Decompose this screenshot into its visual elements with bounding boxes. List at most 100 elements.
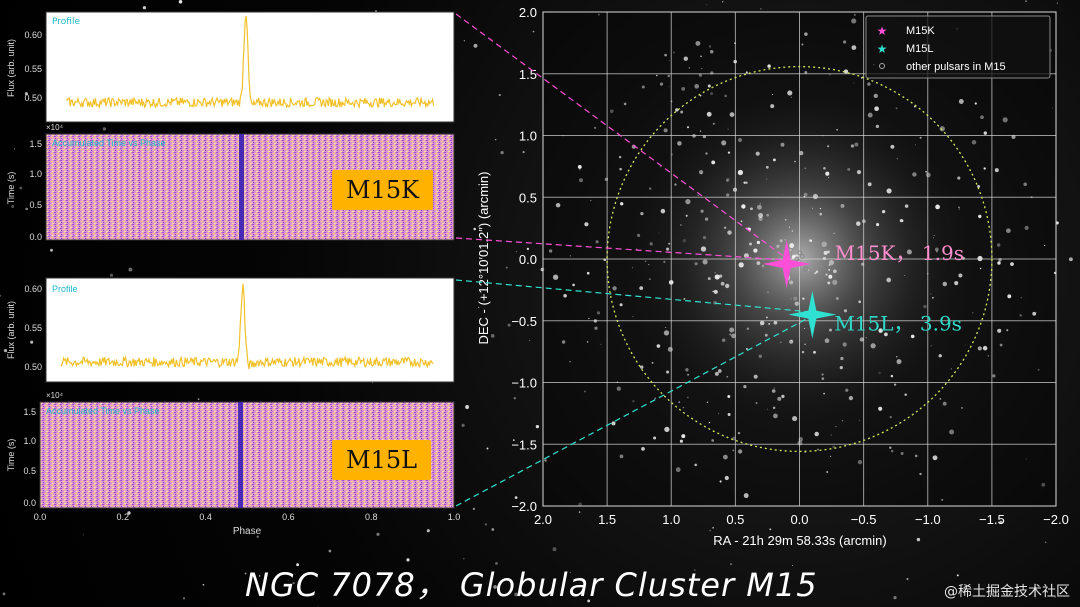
cluster-star	[791, 340, 793, 342]
sky-ytick-label: −1.0	[511, 376, 537, 391]
cluster-star	[720, 281, 725, 286]
cluster-star	[639, 286, 644, 291]
cluster-star	[572, 283, 575, 287]
sky-xtick-label: 0.5	[726, 512, 744, 527]
cluster-star	[667, 74, 671, 78]
cluster-star	[595, 240, 599, 244]
cluster-star	[719, 480, 722, 483]
cluster-star	[681, 434, 686, 439]
cluster-star	[825, 171, 830, 176]
cluster-star	[893, 383, 897, 386]
cluster-star	[711, 160, 716, 165]
cluster-star	[727, 151, 731, 154]
background-star	[178, 0, 183, 4]
cluster-star	[819, 207, 822, 210]
background-star	[961, 406, 963, 409]
sky-ytick-label: 0.5	[519, 190, 537, 205]
cluster-star	[729, 112, 735, 117]
cluster-star	[741, 204, 746, 209]
cluster-star	[858, 300, 862, 304]
cluster-star	[776, 244, 780, 248]
m15k-wf-ytick-1: 1.0	[29, 169, 42, 179]
cluster-star	[577, 164, 582, 169]
cluster-star	[649, 187, 652, 190]
m15l-profile-line	[60, 283, 434, 370]
cluster-star	[726, 179, 729, 182]
cluster-star	[904, 274, 906, 277]
cluster-star	[789, 280, 794, 285]
cluster-star	[717, 369, 722, 373]
cluster-star	[983, 167, 986, 170]
cluster-star	[979, 267, 982, 270]
cluster-star	[753, 248, 758, 253]
background-star	[610, 109, 614, 113]
background-star	[514, 592, 518, 597]
cluster-star	[772, 406, 776, 410]
cluster-star	[823, 167, 826, 170]
background-star	[792, 565, 793, 566]
m15k-wf-ytick-0: 1.5	[29, 139, 42, 149]
cluster-star	[579, 178, 583, 183]
cluster-star	[737, 449, 743, 454]
cluster-star	[904, 393, 907, 396]
cluster-star	[722, 454, 728, 460]
cluster-star	[659, 166, 661, 168]
cluster-star	[977, 184, 981, 188]
cluster-star	[725, 283, 730, 289]
legend-box	[865, 15, 1051, 79]
cluster-star	[978, 214, 982, 219]
cluster-star	[773, 320, 778, 325]
background-star	[709, 529, 711, 532]
background-star	[202, 584, 205, 586]
background-star	[708, 45, 712, 48]
cluster-star	[677, 141, 682, 146]
phase-tick-label: 0.0	[34, 512, 47, 522]
background-star	[493, 585, 497, 589]
sky-ytick-label: 0.0	[519, 252, 537, 267]
cluster-star	[699, 130, 702, 132]
m15k-waterfall-title: Accumulated Time vs Phase	[52, 138, 166, 148]
cluster-star	[826, 471, 829, 473]
legend-other-icon	[879, 63, 885, 69]
background-star	[2, 592, 6, 596]
cluster-star	[851, 18, 857, 24]
cluster-star	[942, 281, 948, 287]
cluster-star	[957, 176, 961, 180]
background-star	[505, 266, 508, 269]
background-star	[82, 534, 84, 536]
cluster-star	[764, 333, 768, 337]
cluster-star	[811, 207, 813, 209]
cluster-star	[938, 354, 942, 358]
sky-ytick-label: 1.0	[519, 129, 537, 144]
cluster-star	[835, 425, 837, 428]
cluster-star	[619, 303, 623, 307]
background-star	[484, 523, 488, 526]
sky-axis-ticks: 2.0 2.0 1.5 1.5 1.0 1.0 0.5 0.5 0.0 0.0 −0.5 −0.5 −1…	[511, 5, 1069, 527]
cluster-star	[584, 390, 586, 393]
cluster-star	[675, 467, 681, 473]
cluster-star	[708, 421, 711, 424]
cluster-star	[840, 203, 845, 208]
cluster-star	[977, 346, 982, 351]
cluster-star	[644, 260, 647, 263]
background-star	[495, 561, 498, 565]
cluster-star	[756, 261, 761, 265]
cluster-star	[914, 144, 917, 146]
cluster-star	[649, 278, 651, 280]
cluster-star	[1006, 329, 1009, 332]
sky-ytick-label: −0.5	[511, 314, 537, 329]
background-star	[1035, 311, 1037, 313]
cluster-star	[801, 350, 805, 354]
background-star	[1025, 0, 1027, 3]
cluster-star	[612, 286, 617, 291]
cluster-star	[804, 167, 807, 170]
cluster-star	[873, 93, 878, 99]
cluster-star	[1019, 314, 1022, 317]
cluster-star	[857, 459, 863, 465]
cluster-star	[954, 281, 959, 286]
background-star	[514, 496, 518, 499]
cluster-star	[1006, 228, 1011, 234]
cluster-star	[686, 126, 690, 129]
cluster-star	[665, 326, 667, 328]
cluster-star	[765, 316, 768, 319]
